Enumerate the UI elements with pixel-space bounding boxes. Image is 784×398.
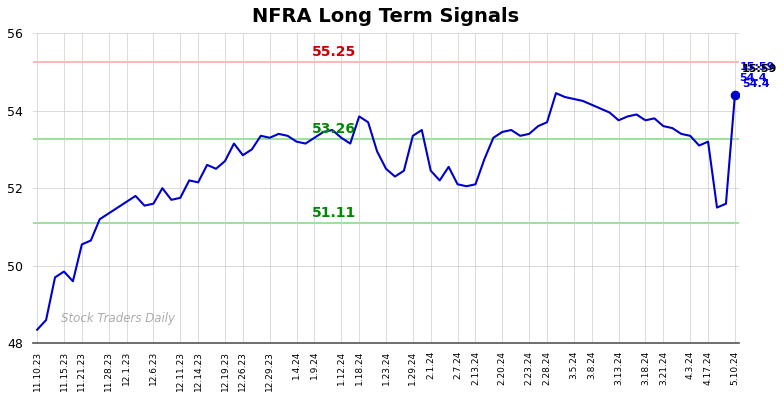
Text: 15:59
54.4: 15:59 54.4 xyxy=(739,62,775,84)
Text: 54.4: 54.4 xyxy=(742,79,770,89)
Text: 15:59: 15:59 xyxy=(742,64,778,74)
Text: Stock Traders Daily: Stock Traders Daily xyxy=(61,312,175,325)
Text: 53.26: 53.26 xyxy=(312,122,356,136)
Point xyxy=(728,92,741,98)
Text: 51.11: 51.11 xyxy=(312,206,356,220)
Title: NFRA Long Term Signals: NFRA Long Term Signals xyxy=(252,7,520,26)
Text: 55.25: 55.25 xyxy=(312,45,356,59)
